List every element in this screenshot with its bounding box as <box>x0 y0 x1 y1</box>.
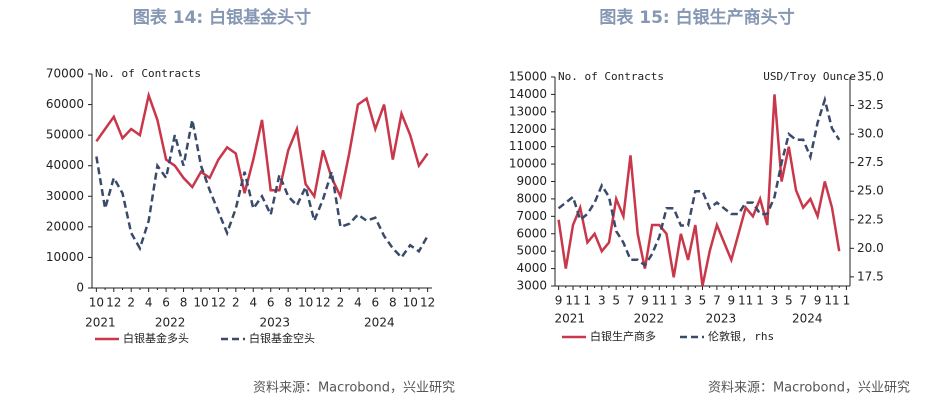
legend-label: 白银生产商多 <box>590 329 656 343</box>
x-tick-label: 5 <box>699 294 707 308</box>
x-tick-label: 4 <box>354 296 362 310</box>
x-tick-label: 10 <box>298 296 313 310</box>
x-tick-label: 11 <box>738 294 753 308</box>
y-tick-label: 0 <box>76 281 84 295</box>
y-tick-label: 70000 <box>46 67 84 81</box>
x-tick-label: 6 <box>162 296 170 310</box>
y-tick-label: 11000 <box>509 139 547 153</box>
x-tick-label: 9 <box>814 294 822 308</box>
x-tick-label: 10 <box>89 296 104 310</box>
y2-tick-label: 30.0 <box>857 127 884 141</box>
legend-label: 白银基金空头 <box>249 331 315 345</box>
y2-tick-label: 32.5 <box>857 98 884 112</box>
y-tick-label: 7000 <box>516 209 547 223</box>
x-tick-label: 6 <box>267 296 275 310</box>
x-tick-label: 12 <box>211 296 226 310</box>
y2-tick-label: 35.0 <box>857 70 884 84</box>
year-label: 2022 <box>155 316 186 330</box>
x-tick-label: 11 <box>565 294 580 308</box>
y-tick-label: 50000 <box>46 128 84 142</box>
y2-tick-label: 17.5 <box>857 269 884 283</box>
x-tick-label: 7 <box>713 294 721 308</box>
y-tick-label: 4000 <box>516 261 547 275</box>
x-tick-label: 6 <box>372 296 380 310</box>
y-tick-label: 14000 <box>509 87 547 101</box>
source: 资料来源：Macrobond，兴业研究 <box>253 381 455 396</box>
y-tick-label: 30000 <box>46 189 84 203</box>
x-tick-label: 7 <box>799 294 807 308</box>
x-tick-label: 2 <box>337 296 345 310</box>
x-tick-label: 8 <box>389 296 397 310</box>
y-tick-label: 15000 <box>509 70 547 84</box>
y2-axis-label: USD/Troy Ounce <box>763 70 856 83</box>
year-label: 2022 <box>634 312 665 326</box>
x-tick-label: 1 <box>843 294 851 308</box>
y-tick-label: 12000 <box>509 122 547 136</box>
source: 资料来源：Macrobond，兴业研究 <box>708 381 910 396</box>
x-tick-label: 10 <box>403 296 418 310</box>
year-label: 2023 <box>706 312 737 326</box>
y2-tick-label: 25.0 <box>857 184 884 198</box>
year-label: 2023 <box>259 316 290 330</box>
x-tick-label: 4 <box>249 296 257 310</box>
x-tick-label: 12 <box>315 296 330 310</box>
x-tick-label: 1 <box>670 294 678 308</box>
x-tick-label: 2 <box>232 296 240 310</box>
x-tick-label: 11 <box>652 294 667 308</box>
x-tick-label: 5 <box>785 294 793 308</box>
x-tick-label: 12 <box>106 296 121 310</box>
y-tick-label: 60000 <box>46 97 84 111</box>
y-tick-label: 3000 <box>516 279 547 293</box>
year-label: 2024 <box>792 312 823 326</box>
y2-tick-label: 20.0 <box>857 241 884 255</box>
x-tick-label: 12 <box>420 296 435 310</box>
x-tick-label: 3 <box>598 294 606 308</box>
x-tick-label: 9 <box>727 294 735 308</box>
x-tick-label: 10 <box>193 296 208 310</box>
x-tick-label: 3 <box>684 294 692 308</box>
y-tick-label: 9000 <box>516 174 547 188</box>
series-line <box>557 95 841 268</box>
chart-title: 图表 15: 白银生产商头寸 <box>599 7 794 28</box>
y-tick-label: 20000 <box>46 219 84 233</box>
x-tick-label: 7 <box>627 294 635 308</box>
legend-label: 伦敦银, rhs <box>708 329 774 343</box>
y-tick-label: 40000 <box>46 158 84 172</box>
x-tick-label: 2 <box>127 296 135 310</box>
series-line <box>95 90 429 201</box>
y-tick-label: 10000 <box>509 157 547 171</box>
y-axis-label: No. of Contracts <box>95 67 201 80</box>
x-tick-label: 8 <box>284 296 292 310</box>
x-tick-label: 11 <box>824 294 839 308</box>
y-axis-label: No. of Contracts <box>558 70 664 83</box>
y-tick-label: 5000 <box>516 244 547 258</box>
series-line <box>557 94 841 287</box>
x-tick-label: 3 <box>771 294 779 308</box>
y2-tick-label: 27.5 <box>857 155 884 169</box>
x-tick-label: 1 <box>584 294 592 308</box>
x-tick-label: 1 <box>756 294 764 308</box>
year-label: 2024 <box>364 316 395 330</box>
y-tick-label: 8000 <box>516 191 547 205</box>
x-tick-label: 5 <box>612 294 620 308</box>
year-label: 2021 <box>85 316 116 330</box>
x-tick-label: 8 <box>180 296 188 310</box>
series-line <box>95 119 429 260</box>
y-tick-label: 13000 <box>509 104 547 118</box>
x-tick-label: 9 <box>555 294 563 308</box>
y-tick-label: 6000 <box>516 226 547 240</box>
legend-label: 白银基金多头 <box>123 331 189 345</box>
x-tick-label: 9 <box>641 294 649 308</box>
x-tick-label: 4 <box>145 296 153 310</box>
y2-tick-label: 22.5 <box>857 212 884 226</box>
chart-title: 图表 14: 白银基金头寸 <box>133 7 311 28</box>
y-tick-label: 10000 <box>46 250 84 264</box>
year-label: 2021 <box>555 312 586 326</box>
